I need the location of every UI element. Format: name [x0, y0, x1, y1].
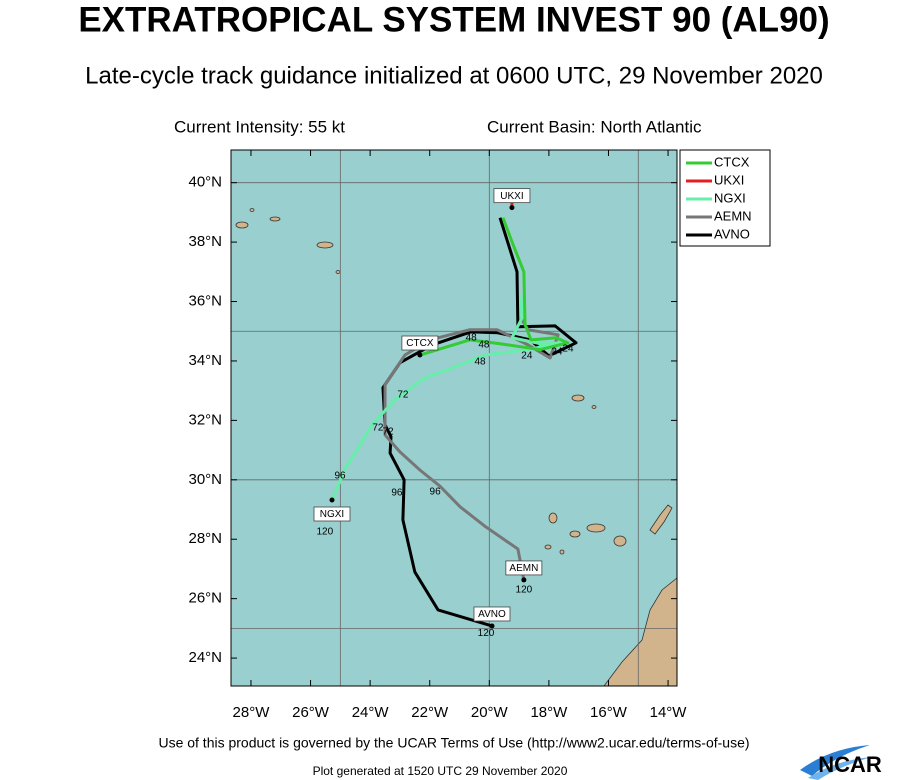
island — [569, 530, 581, 538]
y-tick-label: 28°N — [188, 530, 222, 547]
island — [649, 504, 673, 535]
island — [586, 523, 606, 533]
hour-label: 120 — [478, 628, 495, 639]
island — [548, 512, 558, 524]
track-end — [521, 577, 527, 583]
model-label-text: AEMN — [509, 563, 538, 574]
model-label-box — [473, 606, 511, 622]
island — [613, 535, 627, 547]
x-tick-label: 14°W — [650, 704, 688, 721]
island — [544, 544, 552, 550]
hour-label: 96 — [430, 487, 442, 498]
x-tick-label: 26°W — [292, 704, 330, 721]
hour-label: 120 — [317, 526, 334, 537]
hour-label: 96 — [391, 488, 403, 499]
island — [335, 270, 341, 274]
hour-label: 72 — [397, 389, 409, 400]
hour-label: 48 — [478, 340, 490, 351]
model-label: AVNO — [473, 606, 511, 622]
logo-text: NCAR — [818, 752, 882, 777]
model-label: AEMN — [505, 560, 543, 576]
model-label-box — [313, 506, 351, 522]
model-label-box — [505, 560, 543, 576]
model-label-text: AVNO — [478, 609, 506, 620]
title: EXTRATROPICAL SYSTEM INVEST 90 (AL90) — [78, 0, 829, 39]
subtitle: Late-cycle track guidance initialized at… — [85, 62, 823, 89]
island — [249, 208, 255, 212]
model-label: UKXI — [493, 188, 531, 204]
x-tick-label: 22°W — [411, 704, 449, 721]
model-label-box — [401, 335, 439, 351]
hour-label: 72 — [382, 427, 394, 438]
track-end — [489, 623, 495, 629]
hour-label: 72 — [372, 422, 384, 433]
legend-label: UKXI — [714, 172, 744, 187]
hour-label: 48 — [466, 332, 478, 343]
y-tick-label: 26°N — [188, 590, 222, 607]
island — [571, 394, 585, 402]
model-label-text: UKXI — [500, 191, 523, 202]
legend-label: AEMN — [714, 208, 752, 223]
y-tick-label: 30°N — [188, 471, 222, 488]
track-line — [419, 217, 570, 357]
island — [269, 216, 281, 222]
track-end — [329, 497, 335, 503]
y-tick-label: 32°N — [188, 411, 222, 428]
model-label-text: CTCX — [406, 338, 434, 349]
logo: NCAR — [800, 745, 882, 780]
island — [235, 221, 249, 229]
hour-label: 48 — [475, 356, 487, 367]
y-tick-label: 24°N — [188, 649, 222, 666]
model-label: NGXI — [313, 506, 351, 522]
track-line — [383, 317, 560, 581]
y-tick-label: 38°N — [188, 233, 222, 250]
track-line — [330, 294, 563, 501]
hour-label: 120 — [516, 585, 533, 596]
grid — [231, 150, 677, 686]
legend-label: AVNO — [714, 226, 750, 241]
x-tick-label: 20°W — [471, 704, 509, 721]
footer: Plot generated at 1520 UTC 29 November 2… — [313, 764, 568, 778]
hour-label: 24 — [562, 343, 574, 354]
labels: 28°W 26°W 24°W 22°W 20°W 18°W 16°W 14°W 24°N 26°N… — [188, 174, 687, 721]
track-line — [381, 217, 578, 628]
ocean — [231, 150, 677, 686]
tracks — [329, 189, 578, 629]
model-label-text: NGXI — [320, 509, 344, 520]
current-intensity: Current Intensity: 55 kt — [174, 117, 345, 136]
land — [235, 208, 677, 686]
hour-label: 96 — [334, 471, 346, 482]
terms: Use of this product is governed by the U… — [158, 735, 749, 751]
hour-label: 24 — [521, 351, 533, 362]
legend-label: NGXI — [714, 190, 746, 205]
x-tick-label: 16°W — [590, 704, 628, 721]
africa — [603, 577, 677, 686]
model-label-box — [493, 188, 531, 204]
y-tick-label: 40°N — [188, 174, 222, 191]
hour-label: 24 — [551, 346, 563, 357]
model-label: CTCX — [401, 335, 439, 351]
track-end — [509, 205, 515, 211]
y-tick-label: 36°N — [188, 292, 222, 309]
logo-swoosh — [808, 757, 872, 780]
current-basin: Current Basin: North Atlantic — [487, 117, 702, 136]
legend-label: CTCX — [714, 154, 750, 169]
island — [559, 549, 565, 555]
logo-swoosh — [800, 745, 870, 776]
legend-entries: CTCX UKXI NGXI AEMN AVNO — [686, 154, 752, 241]
track-end — [417, 352, 423, 358]
x-tick-label: 28°W — [233, 704, 271, 721]
island — [316, 241, 334, 249]
y-tick-label: 34°N — [188, 352, 222, 369]
x-tick-label: 18°W — [530, 704, 568, 721]
plot-frame — [230, 149, 678, 687]
island — [591, 405, 597, 409]
x-tick-label: 24°W — [352, 704, 390, 721]
